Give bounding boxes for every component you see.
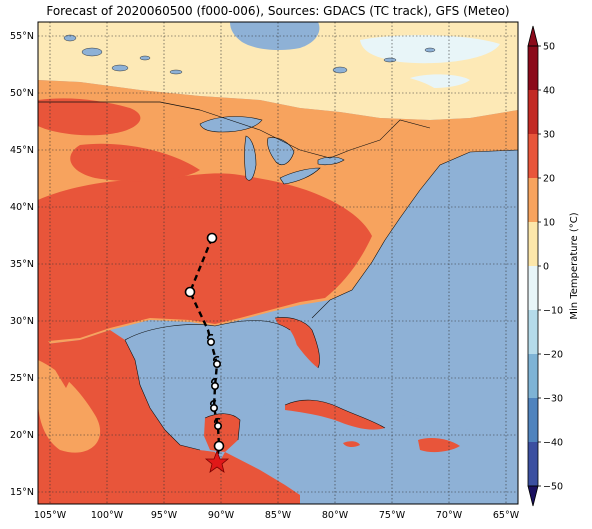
lon-tick-labels: 105°W 100°W 95°W 90°W 85°W 80°W 75°W 70°… — [34, 510, 520, 521]
tropical-cyclone-symbol — [213, 355, 222, 368]
lon-tick: 90°W — [208, 510, 235, 521]
map-area — [38, 22, 518, 504]
lon-tick: 85°W — [265, 510, 292, 521]
tropical-cyclone-symbol — [214, 417, 223, 430]
colorbar-tick-label: 20 — [543, 174, 555, 185]
colorbar-block — [528, 442, 538, 487]
colorbar-tick-label: −20 — [543, 350, 563, 361]
tropical-cyclone-symbol — [211, 377, 220, 390]
colorbar-block — [528, 222, 538, 267]
lat-tick: 25°N — [10, 373, 34, 384]
lat-tick: 35°N — [10, 259, 34, 270]
atlantic — [312, 150, 518, 430]
colorbar-tick-label: −40 — [543, 438, 563, 449]
colorbar-block — [528, 354, 538, 399]
colorbar-tick-label: 40 — [543, 86, 555, 97]
colorbar-block — [528, 398, 538, 443]
lon-tick: 100°W — [91, 510, 124, 521]
tropical-cyclone-symbol — [210, 399, 219, 412]
mexico — [38, 330, 300, 504]
lat-tick: 15°N — [10, 487, 34, 498]
hudson-bay — [230, 22, 320, 50]
warm-patch-plains — [70, 143, 200, 182]
lake-ontario — [317, 156, 345, 166]
colorbar-max-arrow — [527, 25, 539, 47]
lake-erie — [279, 167, 321, 185]
tropical-cyclone-symbol — [207, 333, 216, 346]
colorbar-blocks — [528, 46, 538, 487]
lat-tick: 30°N — [10, 316, 34, 327]
warm-patch-canada — [38, 98, 141, 136]
lake-michigan — [244, 135, 257, 181]
lon-tick: 105°W — [34, 510, 67, 521]
colorbar: 50 40 30 20 10 0 −10 −20 −30 −40 −50 Min Temperatu… — [527, 25, 580, 507]
map-title: Forecast of 2020060500 (f000-006), Sourc… — [46, 4, 510, 18]
lon-tick: 75°W — [379, 510, 406, 521]
lat-tick: 45°N — [10, 145, 34, 156]
track-point — [184, 286, 196, 298]
ne-canada-patch — [360, 75, 440, 105]
map-frame — [37, 21, 519, 505]
colorbar-block — [528, 310, 538, 355]
colorbar-tick-label: 50 — [543, 42, 555, 53]
colorbar-block — [528, 178, 538, 223]
coastlines — [38, 101, 518, 451]
colorbar-tick-label: −10 — [543, 306, 563, 317]
storm-track — [184, 232, 230, 473]
track-points — [184, 232, 225, 452]
lat-tick: 55°N — [10, 31, 34, 42]
lon-tick: 70°W — [436, 510, 463, 521]
colorbar-label: Min Temperature (°C) — [569, 212, 580, 319]
mexico-cool — [38, 360, 101, 453]
lake-superior — [199, 116, 263, 133]
lon-tick: 95°W — [151, 510, 178, 521]
current-position-star — [204, 449, 230, 473]
lon-tick: 80°W — [322, 510, 349, 521]
yucatan — [204, 413, 240, 452]
colorbar-block — [528, 266, 538, 311]
track-point — [213, 440, 225, 452]
colorbar-tick-label: 10 — [543, 218, 555, 229]
graticule — [38, 22, 518, 504]
hispaniola — [418, 438, 460, 453]
colorbar-block — [528, 46, 538, 91]
lon-tick: 65°W — [493, 510, 520, 521]
colorbar-block — [528, 90, 538, 135]
colorbar-ticks: 50 40 30 20 10 0 −10 −20 −30 −40 −50 — [538, 42, 563, 493]
colorbar-min-arrow — [527, 485, 539, 507]
central-america — [215, 452, 300, 504]
tropical-cyclone-symbol-group — [207, 333, 223, 430]
baja — [38, 330, 70, 388]
colorbar-tick-label: 0 — [543, 262, 549, 273]
jamaica — [343, 441, 360, 448]
lat-tick: 40°N — [10, 202, 34, 213]
colorbar-tick-label: 30 — [543, 130, 555, 141]
colorbar-tick-label: −30 — [543, 394, 563, 405]
colorbar-tick-label: −50 — [543, 482, 563, 493]
track-point — [206, 232, 218, 244]
lat-tick: 50°N — [10, 88, 34, 99]
colorbar-block — [528, 134, 538, 179]
lat-tick: 20°N — [10, 430, 34, 441]
lat-tick-labels: 55°N 50°N 45°N 40°N 35°N 30°N 25°N 20°N … — [10, 31, 34, 498]
canada-lakes — [63, 34, 436, 75]
